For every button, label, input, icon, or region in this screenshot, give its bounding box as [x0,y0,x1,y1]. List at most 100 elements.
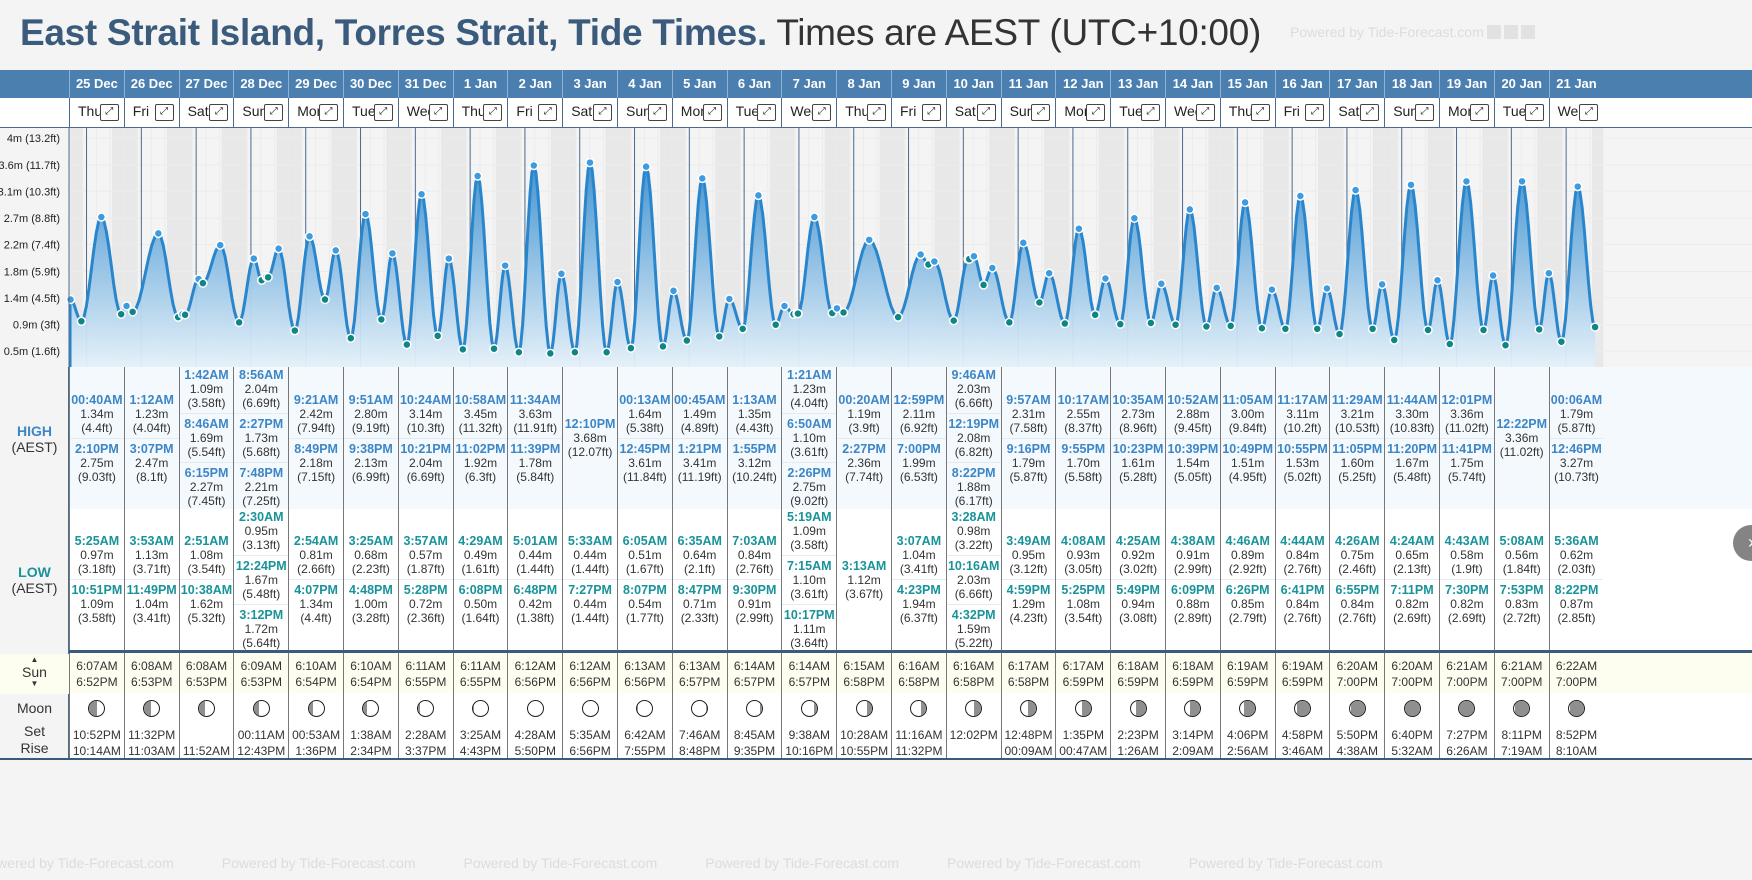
moon-phase-icon [1403,700,1421,717]
expand-day-icon[interactable]: ⤢ [1305,104,1325,121]
expand-day-icon[interactable]: ⤢ [154,104,174,121]
low-tide-point [838,307,849,318]
expand-day-icon[interactable]: ⤢ [209,104,229,121]
expand-day-icon[interactable]: ⤢ [812,104,832,121]
weekday-label: Mon [1448,103,1476,119]
tide-event: 3:13AM 1.12m (3.67ft) [837,556,891,604]
tide-event: 11:44AM 3.30m (10.83ft) [1385,390,1439,438]
tide-height-m: 1.19m [847,406,881,421]
expand-day-icon[interactable]: ⤢ [592,104,612,121]
expand-day-icon[interactable]: ⤢ [866,104,886,121]
expand-day-icon[interactable]: ⤢ [1414,104,1434,121]
tide-height-m: 2.08m [957,431,991,445]
expand-day-icon[interactable]: ⤢ [538,104,558,121]
expand-day-icon[interactable]: ⤢ [428,104,448,121]
sunrise-time: 6:14AM [733,659,776,673]
expand-day-icon[interactable]: ⤢ [1469,104,1489,121]
sunrise-time: 6:15AM [843,659,885,673]
tide-height-m: 1.62m [189,597,224,611]
tide-event: 00:06AM 1.79m (5.87ft) [1550,390,1604,438]
low-tide-point [402,339,412,350]
moonset-time: 4:58PM [1281,728,1324,742]
expand-day-icon[interactable]: ⤢ [1360,104,1380,121]
high-tide-point [304,231,315,242]
weekday-label: Fri [1283,103,1300,119]
expand-day-icon[interactable]: ⤢ [1031,104,1051,121]
expand-day-icon[interactable]: ⤢ [976,104,996,121]
tide-time: 1:21PM [677,441,722,456]
tide-height-ft: (3.54ft) [1064,611,1103,625]
tide-time: 9:38PM [349,441,393,456]
sunset-time: 6:59PM [1062,675,1104,689]
tide-time: 4:23PM [897,583,941,597]
tide-height-m: 0.87m [1559,597,1594,611]
scroll-next-button[interactable]: › [1733,525,1752,561]
tide-height-ft: (7.15ft) [297,469,336,484]
tide-time: 00:06AM [1550,392,1603,407]
weekday-header: Tue ⤢ [1110,98,1165,127]
sunrise-time: 6:20AM [1391,659,1433,673]
low-tide-point [198,278,208,288]
tide-height-m: 3.63m [518,406,552,421]
tide-time: 12:19PM [948,417,1000,431]
sunset-time: 6:57PM [679,675,721,689]
tide-time: 5:01AM [513,534,558,548]
expand-day-icon[interactable]: ⤢ [702,104,722,121]
expand-day-icon[interactable]: ⤢ [264,104,284,121]
expand-day-icon[interactable]: ⤢ [483,104,503,121]
tide-event: 1:42AM 1.09m (3.58ft) [180,367,234,413]
sunset-time: 6:57PM [733,675,776,689]
expand-day-icon[interactable]: ⤢ [99,104,119,121]
tide-event: 10:49PM 1.51m (4.95ft) [1220,437,1275,487]
tide-height-m: 3.68m [573,431,607,445]
tide-height-ft: (3.54ft) [187,562,226,576]
tide-height-ft: (2.76ft) [1338,611,1377,625]
moonset-time: 6:40PM [1391,728,1433,742]
expand-day-icon[interactable]: ⤢ [1195,104,1215,121]
tide-height-m: 0.98m [957,523,991,538]
weekday-label: Wed [406,103,436,119]
tide-height-m: 2.75m [792,480,826,494]
sunset-time: 7:00PM [1555,675,1598,689]
tide-event: 10:17PM 1.11m (3.64ft) [782,603,837,651]
tide-event: 4:07PM 1.34m (4.4ft) [289,579,343,628]
low-tide-point [1423,325,1433,335]
expand-day-icon[interactable]: ⤢ [1086,104,1106,121]
tide-height-ft: (1.67ft) [625,562,664,576]
high-tide-point [915,249,926,260]
expand-day-icon[interactable]: ⤢ [373,104,393,121]
date-header: 4 Jan [617,70,672,98]
expand-day-icon[interactable]: ⤢ [1524,104,1544,121]
date-header: 18 Jan [1384,70,1439,98]
tide-event: 5:08AM 0.56m (1.84ft) [1495,531,1549,579]
high-tide-cell: 12:01PM 3.36m (11.02ft) 11:41PM 1.75m (5.74ft… [1439,367,1494,509]
expand-day-icon[interactable]: ⤢ [1579,104,1599,121]
sun-cell: 6:21AM 7:00PM [1493,653,1549,693]
sun-cell: 6:16AM 6:58PM [891,653,946,693]
tide-height-ft: (6.3ft) [464,469,497,484]
weekday-label: Thu [78,103,103,119]
tide-height-m: 1.88m [957,480,991,494]
tide-time: 9:30PM [732,583,777,597]
expand-day-icon[interactable]: ⤢ [318,104,338,121]
moon-phase-icon [1074,700,1092,717]
tide-height-ft: (3.58ft) [77,611,116,625]
tide-height-m: 0.62m [1559,548,1594,562]
expand-day-icon[interactable]: ⤢ [757,104,777,121]
tide-height-ft: (1.61ft) [461,562,500,576]
expand-day-icon[interactable]: ⤢ [921,104,941,121]
moon-phase-icon [1458,700,1476,717]
moonset-time: 5:35AM [569,728,611,742]
high-tide-cell: 12:59PM 2.11m (6.92ft) 7:00PM 1.99m (6.53ft) [891,367,946,509]
moonrise-time: 5:50PM [514,744,556,758]
tide-time: 6:15PM [184,466,229,480]
low-tide-cell: 2:54AM 0.81m (2.66ft) 4:07PM 1.34m (4.4ft) [288,509,343,650]
moonset-time: 00:11AM [237,728,285,742]
tide-height-ft: (11.02ft) [1444,420,1489,435]
moonrise-time: 10:14AM [72,744,121,758]
expand-day-icon[interactable]: ⤢ [647,104,667,121]
expand-day-icon[interactable]: ⤢ [1140,104,1160,121]
weekday-header: Mon ⤢ [288,98,343,127]
high-tide-point [1211,283,1222,293]
expand-day-icon[interactable]: ⤢ [1250,104,1270,121]
